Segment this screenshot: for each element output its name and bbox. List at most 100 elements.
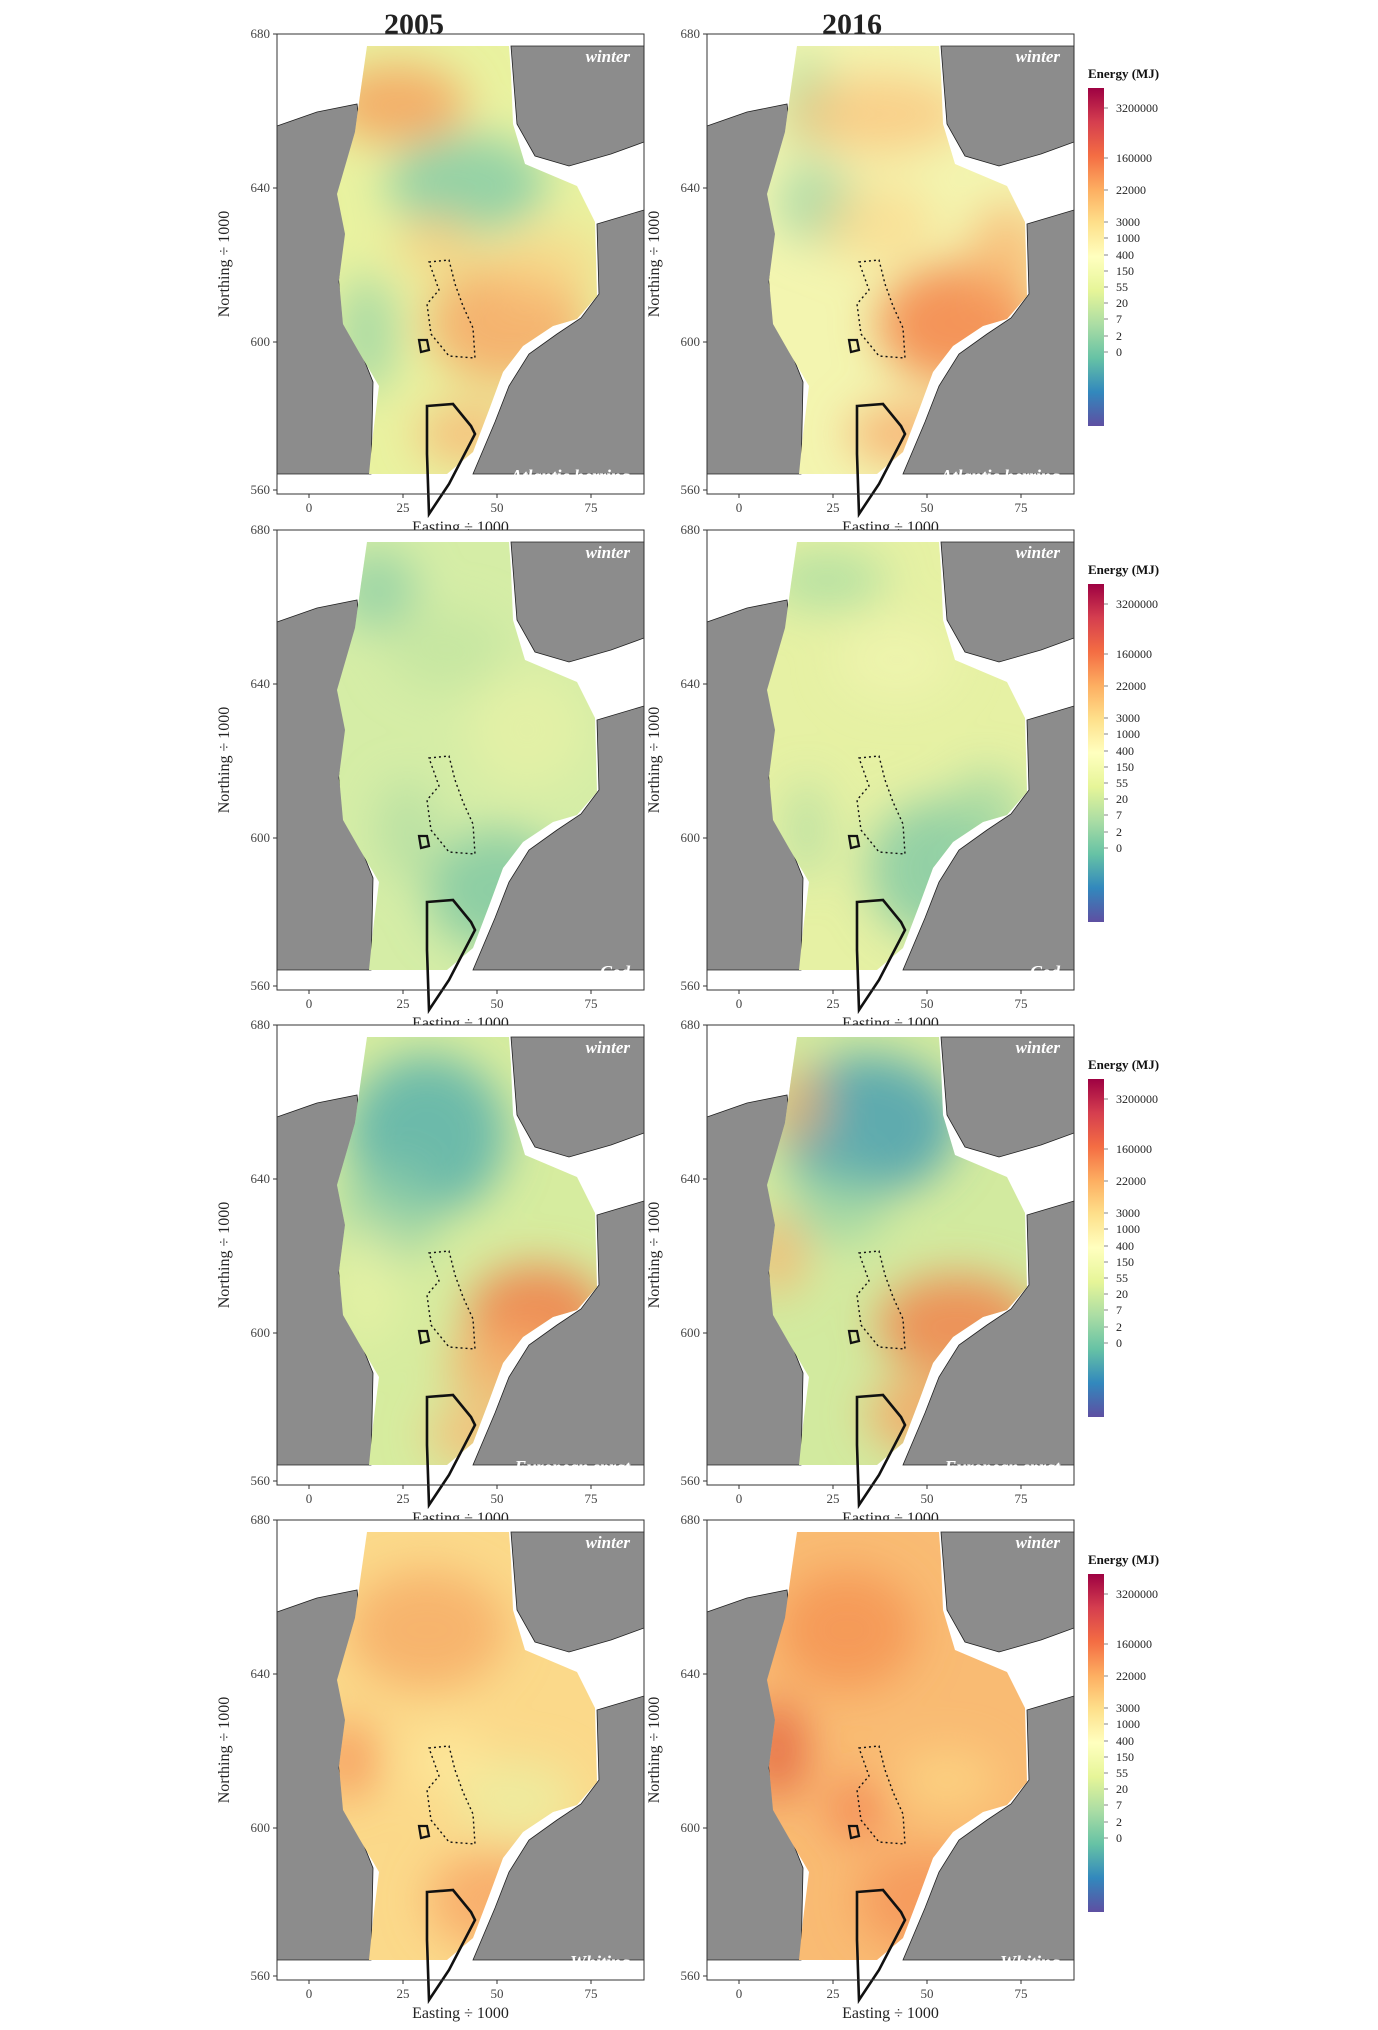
wind-farm-boundary xyxy=(425,898,477,1015)
legend-title: Energy (MJ) xyxy=(1088,562,1159,577)
map-frame xyxy=(706,1024,1075,1486)
legend-tick-label: 0 xyxy=(1116,1336,1122,1350)
y-tick-label: 640 xyxy=(681,676,701,691)
x-tick-label: 0 xyxy=(736,1986,743,2001)
y-tick-label: 640 xyxy=(681,1171,701,1186)
y-tick-label: 560 xyxy=(681,482,701,497)
wind-farm-boundary xyxy=(855,898,907,1015)
y-axis-title: Northing ÷ 1000 xyxy=(646,1697,663,1804)
wind-farm-boundary xyxy=(425,402,477,519)
x-tick-label: 25 xyxy=(827,996,840,1011)
legend-tick-label: 20 xyxy=(1116,1782,1128,1796)
x-tick-label: 50 xyxy=(491,996,504,1011)
legend-tick-label: 3200000 xyxy=(1116,1587,1158,1601)
wind-farm-boundary xyxy=(855,402,907,519)
y-tick-label: 600 xyxy=(681,334,701,349)
x-tick-label: 0 xyxy=(736,1491,743,1506)
legend-colorbar xyxy=(1088,1079,1104,1417)
legend-tick-label: 22000 xyxy=(1116,1174,1146,1188)
legend-tick-label: 7 xyxy=(1116,1303,1122,1317)
species-label: European sprat xyxy=(513,1457,631,1477)
legend-colorbar xyxy=(1088,88,1104,426)
x-tick-label: 0 xyxy=(306,996,313,1011)
season-label: winter xyxy=(1016,1038,1061,1057)
x-tick-label: 75 xyxy=(585,500,598,515)
x-tick-label: 75 xyxy=(585,1986,598,2001)
small-site-boundary xyxy=(417,834,431,850)
season-label: winter xyxy=(586,47,631,66)
legend-tick-label: 22000 xyxy=(1116,183,1146,197)
energy-legend: Energy (MJ) 3200000 160000 22000 3000 1000 400… xyxy=(1086,556,1216,941)
x-tick-label: 25 xyxy=(827,500,840,515)
y-tick-label: 680 xyxy=(681,1512,701,1527)
x-tick-label: 50 xyxy=(921,996,934,1011)
y-axis-title: Northing ÷ 1000 xyxy=(646,1202,663,1309)
y-tick-label: 680 xyxy=(681,1017,701,1032)
dotted-boundary xyxy=(856,259,906,359)
legend-tick-label: 3000 xyxy=(1116,711,1140,725)
x-tick-label: 75 xyxy=(1015,500,1028,515)
x-tick-label: 50 xyxy=(491,500,504,515)
y-tick-label: 680 xyxy=(251,26,271,41)
dotted-boundary xyxy=(856,755,906,855)
figure: 2005 2016 0 25 50 75 560 600 640 680 Easting ÷ 1… xyxy=(187,8,1216,2022)
small-site-boundary xyxy=(847,1824,861,1840)
season-label: winter xyxy=(1016,47,1061,66)
legend-tick-label: 22000 xyxy=(1116,1669,1146,1683)
legend-tick-label: 150 xyxy=(1116,1750,1134,1764)
dotted-boundary xyxy=(426,1250,476,1350)
legend-tick-label: 150 xyxy=(1116,760,1134,774)
legend-tick-label: 0 xyxy=(1116,841,1122,855)
legend-tick-label: 2 xyxy=(1116,825,1122,839)
legend-tick-label: 7 xyxy=(1116,808,1122,822)
legend-tick-label: 400 xyxy=(1116,248,1134,262)
legend-tick-label: 3200000 xyxy=(1116,597,1158,611)
x-tick-label: 25 xyxy=(397,1491,410,1506)
x-axis-title: Easting ÷ 1000 xyxy=(842,2005,939,2022)
y-tick-label: 560 xyxy=(681,1968,701,1983)
y-tick-label: 680 xyxy=(251,1512,271,1527)
y-axis-title: Northing ÷ 1000 xyxy=(216,211,233,318)
legend-tick-label: 400 xyxy=(1116,1239,1134,1253)
legend-tick-label: 1000 xyxy=(1116,1717,1140,1731)
y-tick-label: 600 xyxy=(681,1325,701,1340)
legend-tick-label: 22000 xyxy=(1116,679,1146,693)
map-frame xyxy=(706,529,1075,991)
legend-tick-label: 20 xyxy=(1116,792,1128,806)
y-tick-label: 640 xyxy=(251,1666,271,1681)
y-axis-title: Northing ÷ 1000 xyxy=(216,707,233,814)
legend-tick-label: 55 xyxy=(1116,776,1128,790)
x-tick-label: 0 xyxy=(306,1986,313,2001)
x-tick-label: 75 xyxy=(1015,1491,1028,1506)
x-tick-label: 0 xyxy=(736,996,743,1011)
map-panel-atlantic-herring-2005: 0 25 50 75 560 600 640 680 Easting ÷ 1000 Northin… xyxy=(187,14,664,544)
map-frame xyxy=(276,529,645,991)
map-panel-whiting-2005: 0 25 50 75 560 600 640 680 Easting ÷ 1000 Northin… xyxy=(187,1500,664,2030)
legend-tick-label: 160000 xyxy=(1116,1142,1152,1156)
legend-colorbar xyxy=(1088,584,1104,922)
map-frame xyxy=(276,33,645,495)
dotted-boundary xyxy=(426,259,476,359)
legend-tick-label: 1000 xyxy=(1116,1222,1140,1236)
x-tick-label: 50 xyxy=(491,1491,504,1506)
x-tick-label: 25 xyxy=(827,1986,840,2001)
map-panel-atlantic-herring-2016: 0 25 50 75 560 600 640 680 Easting ÷ 1000 Northin… xyxy=(617,14,1094,544)
x-tick-label: 75 xyxy=(1015,1986,1028,2001)
small-site-boundary xyxy=(417,1824,431,1840)
y-tick-label: 640 xyxy=(251,180,271,195)
legend-tick-label: 1000 xyxy=(1116,231,1140,245)
legend-tick-label: 2 xyxy=(1116,1815,1122,1829)
energy-legend: Energy (MJ) 3200000 160000 22000 3000 1000 400… xyxy=(1086,60,1216,445)
y-tick-label: 560 xyxy=(251,1473,271,1488)
x-tick-label: 25 xyxy=(397,1986,410,2001)
legend-tick-label: 3200000 xyxy=(1116,101,1158,115)
x-tick-label: 50 xyxy=(921,1491,934,1506)
legend-tick-label: 3000 xyxy=(1116,215,1140,229)
dotted-boundary xyxy=(856,1250,906,1350)
season-label: winter xyxy=(586,1533,631,1552)
legend-title: Energy (MJ) xyxy=(1088,1552,1159,1567)
legend-tick-label: 160000 xyxy=(1116,1637,1152,1651)
y-tick-label: 600 xyxy=(251,334,271,349)
small-site-boundary xyxy=(847,338,861,354)
legend-tick-label: 150 xyxy=(1116,1255,1134,1269)
